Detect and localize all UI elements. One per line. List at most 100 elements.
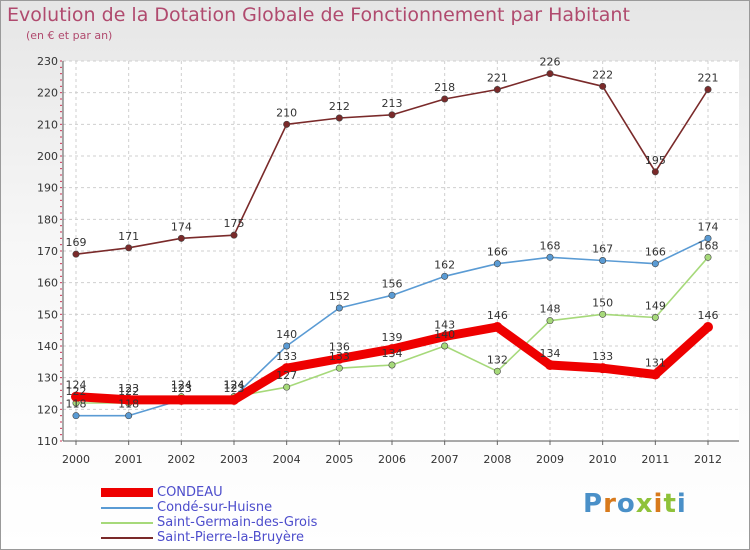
data-label-conde-sur-huisne: 118 bbox=[118, 398, 139, 411]
data-point-conde-sur-huisne bbox=[125, 412, 133, 420]
data-label-condeau: 134 bbox=[540, 347, 561, 360]
proxiti-logo: Proxiti bbox=[583, 489, 687, 519]
x-tick-label: 2006 bbox=[378, 453, 406, 466]
logo-letter: P bbox=[583, 489, 604, 519]
data-point-condeau bbox=[229, 394, 239, 405]
x-tick-label: 2002 bbox=[167, 453, 195, 466]
data-point-saint-pierre-la-bruyere bbox=[546, 70, 554, 78]
chart-subtitle: (en € et par an) bbox=[26, 29, 113, 42]
data-label-condeau: 124 bbox=[66, 379, 87, 392]
data-point-saint-pierre-la-bruyere bbox=[125, 244, 133, 252]
data-label-saint-germain-des-grois: 134 bbox=[382, 347, 403, 360]
data-point-condeau bbox=[281, 363, 292, 374]
data-point-conde-sur-huisne bbox=[599, 256, 607, 264]
y-tick-label: 130 bbox=[37, 372, 58, 385]
data-point-saint-pierre-la-bruyere bbox=[599, 82, 607, 90]
y-tick-label: 170 bbox=[37, 245, 58, 258]
legend-item-saint-germain-des-grois: Saint-Germain-des-Grois bbox=[101, 515, 317, 530]
data-label-saint-germain-des-grois: 150 bbox=[592, 296, 613, 309]
data-point-saint-germain-des-grois bbox=[441, 342, 449, 350]
x-tick-label: 2004 bbox=[273, 453, 301, 466]
y-tick-label: 150 bbox=[37, 308, 58, 321]
data-point-conde-sur-huisne bbox=[704, 234, 712, 242]
data-point-conde-sur-huisne bbox=[546, 253, 554, 261]
data-label-saint-pierre-la-bruyere: 210 bbox=[276, 106, 297, 119]
logo-letter: r bbox=[603, 489, 617, 519]
logo-letter: t bbox=[663, 489, 677, 519]
data-point-saint-germain-des-grois bbox=[388, 361, 396, 369]
data-point-conde-sur-huisne bbox=[651, 260, 659, 268]
data-label-saint-germain-des-grois: 124 bbox=[224, 379, 245, 392]
data-point-saint-pierre-la-bruyere bbox=[335, 114, 343, 122]
y-tick-label: 220 bbox=[37, 87, 58, 100]
data-point-saint-pierre-la-bruyere bbox=[72, 250, 80, 258]
legend-label-conde-sur-huisne: Condé-sur-Huisne bbox=[157, 500, 273, 515]
data-label-saint-pierre-la-bruyere: 226 bbox=[540, 56, 561, 69]
data-point-condeau bbox=[439, 331, 450, 342]
data-label-saint-pierre-la-bruyere: 171 bbox=[118, 230, 139, 243]
legend-label-saint-germain-des-grois: Saint-Germain-des-Grois bbox=[157, 515, 318, 530]
data-label-saint-germain-des-grois: 140 bbox=[434, 328, 455, 341]
data-point-saint-pierre-la-bruyere bbox=[230, 231, 238, 239]
data-label-conde-sur-huisne: 123 bbox=[171, 382, 192, 395]
data-point-condeau bbox=[492, 322, 503, 332]
data-point-saint-pierre-la-bruyere bbox=[651, 168, 659, 176]
data-point-conde-sur-huisne bbox=[441, 272, 449, 280]
x-tick-label: 2003 bbox=[220, 453, 248, 466]
data-label-saint-pierre-la-bruyere: 218 bbox=[434, 81, 455, 94]
legend-item-condeau: CONDEAU bbox=[101, 485, 317, 500]
data-point-conde-sur-huisne bbox=[388, 291, 396, 299]
logo-letter: x bbox=[635, 489, 654, 519]
data-label-saint-germain-des-grois: 149 bbox=[645, 300, 666, 313]
data-point-condeau bbox=[71, 391, 81, 402]
data-point-condeau bbox=[387, 344, 397, 355]
data-label-condeau: 139 bbox=[382, 331, 403, 344]
data-label-saint-germain-des-grois: 122 bbox=[66, 385, 87, 398]
data-point-conde-sur-huisne bbox=[335, 304, 343, 312]
data-label-conde-sur-huisne: 167 bbox=[592, 243, 613, 256]
y-tick-label: 190 bbox=[37, 182, 58, 195]
data-label-condeau: 131 bbox=[645, 357, 666, 370]
data-point-saint-pierre-la-bruyere bbox=[493, 86, 501, 94]
data-label-conde-sur-huisne: 124 bbox=[224, 379, 245, 392]
data-label-conde-sur-huisne: 166 bbox=[487, 246, 508, 259]
data-point-saint-germain-des-grois bbox=[335, 364, 343, 372]
data-point-saint-pierre-la-bruyere bbox=[177, 234, 185, 242]
data-label-saint-pierre-la-bruyere: 221 bbox=[698, 72, 719, 85]
data-label-saint-germain-des-grois: 148 bbox=[540, 303, 561, 316]
x-tick-label: 2010 bbox=[589, 453, 617, 466]
data-label-saint-pierre-la-bruyere: 174 bbox=[171, 220, 192, 233]
data-point-condeau bbox=[597, 363, 608, 374]
data-point-condeau bbox=[176, 394, 187, 405]
data-label-saint-pierre-la-bruyere: 222 bbox=[592, 68, 613, 81]
chart-title: Evolution de la Dotation Globale de Fonc… bbox=[7, 4, 630, 26]
logo-letter: o bbox=[616, 489, 636, 519]
data-label-conde-sur-huisne: 168 bbox=[540, 239, 561, 252]
x-tick-label: 2008 bbox=[483, 453, 511, 466]
legend-swatch-conde-sur-huisne bbox=[101, 506, 153, 509]
data-label-saint-pierre-la-bruyere: 213 bbox=[382, 97, 403, 110]
x-tick-label: 2011 bbox=[641, 453, 669, 466]
legend-swatch-condeau bbox=[101, 488, 153, 497]
y-tick-label: 140 bbox=[37, 340, 58, 353]
data-label-condeau: 123 bbox=[171, 382, 192, 395]
data-point-condeau bbox=[703, 322, 713, 332]
x-tick-label: 2009 bbox=[536, 453, 564, 466]
data-label-saint-germain-des-grois: 127 bbox=[276, 369, 297, 382]
logo-letter: i bbox=[653, 489, 664, 519]
data-label-condeau: 146 bbox=[698, 309, 719, 322]
logo-letter: i bbox=[676, 489, 687, 519]
data-label-conde-sur-huisne: 162 bbox=[434, 258, 455, 271]
x-tick-label: 2001 bbox=[115, 453, 143, 466]
data-point-saint-germain-des-grois bbox=[283, 383, 291, 391]
data-label-condeau: 133 bbox=[592, 350, 613, 363]
y-tick-label: 200 bbox=[37, 150, 58, 163]
data-label-saint-germain-des-grois: 124 bbox=[171, 379, 192, 392]
x-tick-label: 2005 bbox=[325, 453, 353, 466]
data-point-conde-sur-huisne bbox=[72, 412, 80, 420]
data-point-conde-sur-huisne bbox=[493, 260, 501, 268]
data-point-saint-germain-des-grois bbox=[651, 313, 659, 321]
y-tick-label: 210 bbox=[37, 118, 58, 131]
x-tick-label: 2012 bbox=[694, 453, 722, 466]
